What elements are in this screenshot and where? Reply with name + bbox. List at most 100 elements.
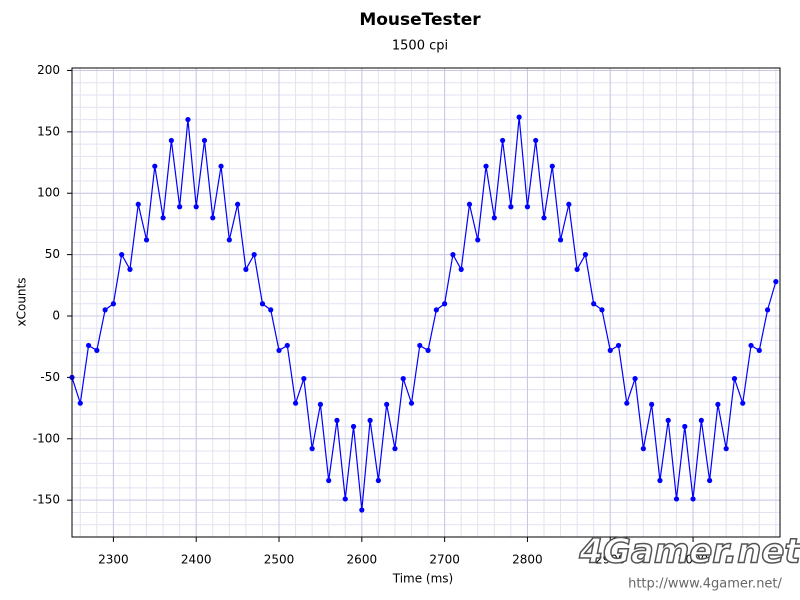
data-point: [226, 237, 232, 243]
y-axis-label: xCounts: [15, 278, 29, 327]
data-point: [541, 215, 547, 221]
data-point: [442, 301, 448, 307]
data-point: [549, 163, 555, 169]
data-point: [417, 342, 423, 349]
chart-title: MouseTester: [359, 10, 481, 30]
data-point: [657, 477, 663, 484]
data-point: [582, 252, 589, 258]
data-point: [715, 401, 721, 408]
data-point: [599, 307, 605, 313]
grid: 2300 2400 2500 2600 2700 2800 2900 3000 -150 -100…: [33, 63, 780, 567]
data-point: [475, 237, 481, 243]
data-point: [218, 163, 224, 169]
data-point: [375, 477, 381, 484]
data-point: [259, 301, 266, 307]
watermark-logo: 4Gamer.net: [578, 532, 800, 572]
data-point: [177, 204, 183, 210]
x-tick-label: 2700: [429, 553, 460, 567]
data-point: [516, 114, 522, 120]
data-point: [127, 266, 133, 272]
x-tick-label: 2300: [98, 553, 129, 567]
data-point: [243, 266, 249, 272]
data-point: [649, 401, 655, 408]
data-point: [201, 137, 208, 144]
data-point: [425, 347, 431, 353]
data-point: [210, 215, 216, 221]
data-point: [748, 342, 754, 349]
data-point: [317, 401, 324, 408]
data-point: [334, 417, 340, 423]
data-point: [301, 376, 307, 382]
data-point: [773, 279, 779, 285]
chart-subtitle: 1500 cpi: [392, 39, 448, 54]
y-tick-label: 50: [45, 247, 60, 261]
x-axis-label: Time (ms): [392, 572, 454, 586]
data-point: [367, 417, 373, 423]
x-tick-label: 2500: [264, 553, 295, 567]
data-point: [466, 201, 473, 207]
data-point: [309, 446, 315, 452]
data-point: [508, 204, 514, 210]
data-point: [665, 417, 671, 423]
data-point: [384, 401, 390, 408]
data-point: [235, 201, 241, 207]
data-point: [408, 400, 415, 406]
watermark-url: http://www.4gamer.net/: [628, 577, 782, 592]
data-point: [168, 137, 174, 144]
data-point: [119, 252, 125, 258]
data-point: [491, 215, 497, 221]
data-point: [160, 215, 166, 221]
x-tick-label: 2400: [181, 553, 212, 567]
data-line: [71, 117, 777, 511]
data-point: [682, 423, 688, 430]
data-point: [673, 496, 680, 502]
data-point: [392, 446, 398, 452]
data-point: [400, 376, 406, 382]
data-point: [731, 376, 738, 382]
y-tick-label: 150: [37, 124, 60, 138]
data-point: [77, 400, 83, 406]
data-point: [533, 137, 539, 144]
data-point: [450, 252, 456, 258]
data-point: [251, 252, 257, 258]
data-point: [524, 204, 531, 210]
data-point: [756, 347, 762, 353]
data-point: [292, 400, 299, 406]
data-point: [707, 477, 713, 484]
y-tick-label: 200: [37, 63, 60, 77]
data-point: [723, 446, 729, 452]
data-point: [94, 347, 100, 353]
data-point: [690, 496, 696, 502]
x-tick-label: 3000: [678, 553, 709, 567]
data-point: [458, 266, 464, 272]
data-point: [85, 342, 92, 349]
x-tick-label: 2900: [595, 553, 626, 567]
data-point: [615, 342, 622, 349]
data-point: [276, 347, 282, 353]
data-point: [284, 342, 290, 349]
data-point: [764, 307, 771, 313]
data-point: [342, 496, 348, 502]
y-tick-label: -150: [33, 493, 60, 507]
data-point: [433, 307, 439, 313]
data-point: [566, 201, 572, 207]
data-point: [185, 116, 191, 123]
data-point: [607, 347, 613, 353]
x-tick-label: 2800: [512, 553, 543, 567]
data-point: [152, 163, 158, 169]
y-tick-label: 100: [37, 186, 60, 200]
data-point: [268, 307, 274, 313]
data-point: [632, 376, 638, 382]
data-point: [326, 477, 332, 484]
data-point: [483, 163, 489, 169]
y-tick-label: -50: [40, 370, 60, 384]
data-point: [557, 237, 564, 243]
data-point: [499, 137, 506, 144]
data-point: [591, 301, 597, 307]
y-tick-label: -100: [33, 431, 60, 445]
data-point: [574, 266, 580, 272]
data-point: [143, 237, 150, 243]
data-point: [102, 307, 108, 313]
data-point: [135, 201, 141, 207]
